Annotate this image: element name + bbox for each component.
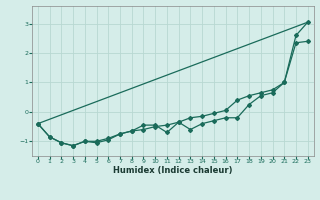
X-axis label: Humidex (Indice chaleur): Humidex (Indice chaleur): [113, 166, 233, 175]
